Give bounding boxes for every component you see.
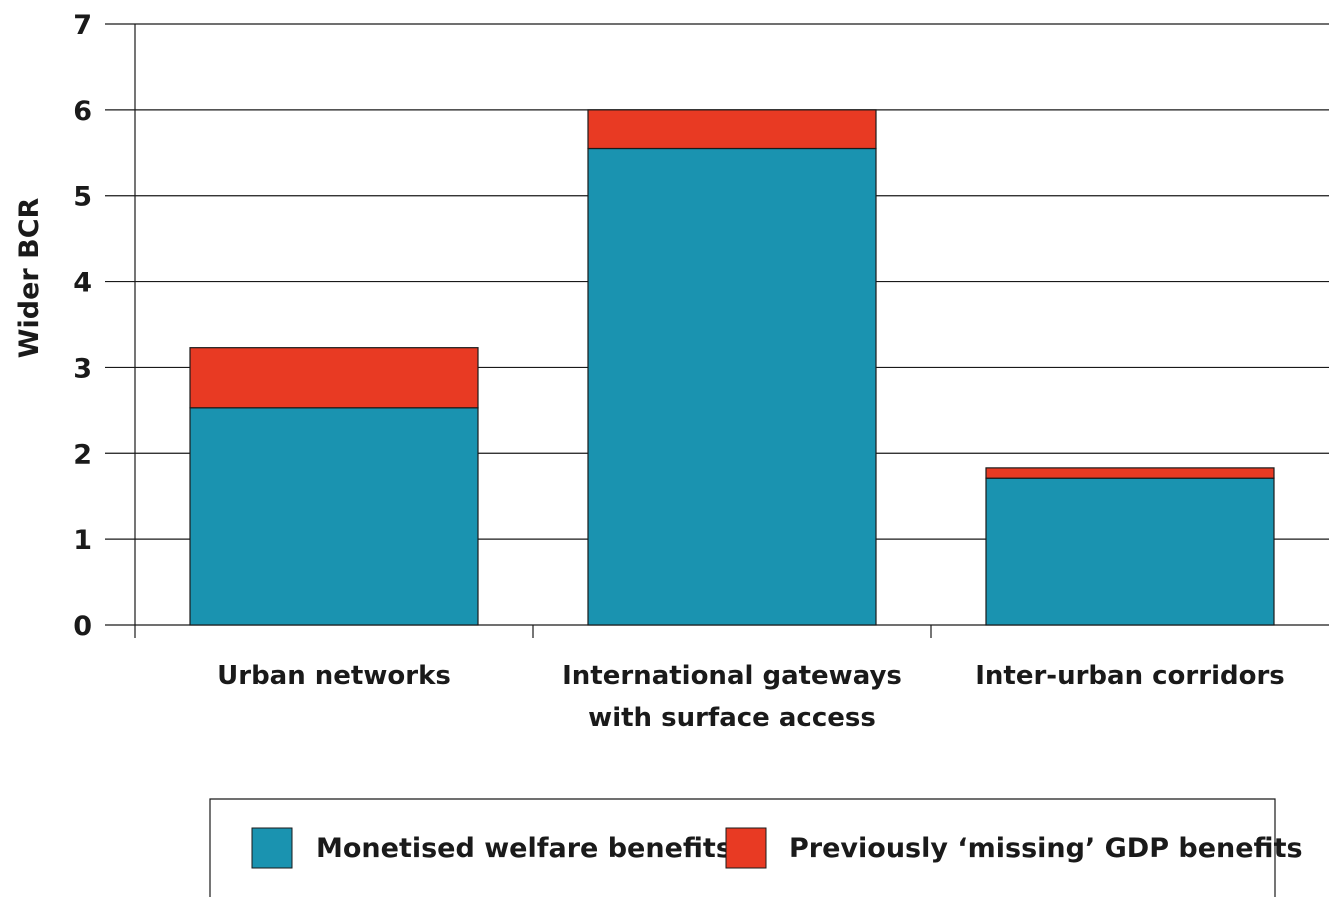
bar-segment (189, 407, 479, 626)
y-tick-label: 4 (73, 268, 92, 299)
x-category-label: International gateways (562, 661, 902, 691)
bar-segment (985, 477, 1275, 626)
x-category-labels: Urban networks International gateways with… (217, 661, 1285, 733)
x-category-label: Inter-urban corridors (975, 661, 1285, 691)
y-tick-label: 1 (73, 525, 92, 556)
x-category-label: with surface access (588, 703, 876, 733)
legend-swatch (251, 827, 293, 869)
legend-label: Previously ‘missing’ GDP benefits (789, 833, 1303, 864)
legend-frame (209, 798, 1276, 897)
bars (189, 109, 1275, 626)
bar-segment (587, 147, 877, 626)
y-tick-label: 2 (73, 439, 92, 470)
y-tick-labels: 0 1 2 3 4 5 6 7 (73, 10, 92, 642)
axes (105, 23, 932, 638)
x-category-label: Urban networks (217, 661, 451, 691)
y-tick-label: 7 (73, 10, 92, 41)
bar-segment (189, 347, 479, 409)
legend-label: Monetised welfare benefits (316, 833, 732, 864)
bar-segment (587, 109, 877, 150)
y-tick-label: 6 (73, 96, 92, 127)
legend-swatch (725, 827, 767, 869)
legend: Monetised welfare benefits Previously ‘mi… (209, 798, 1303, 897)
y-tick-label: 3 (73, 353, 92, 384)
y-axis-title: Wider BCR (14, 198, 45, 359)
y-tick-label: 5 (73, 182, 92, 213)
bar-segment (985, 467, 1275, 479)
y-tick-label: 0 (73, 611, 92, 642)
